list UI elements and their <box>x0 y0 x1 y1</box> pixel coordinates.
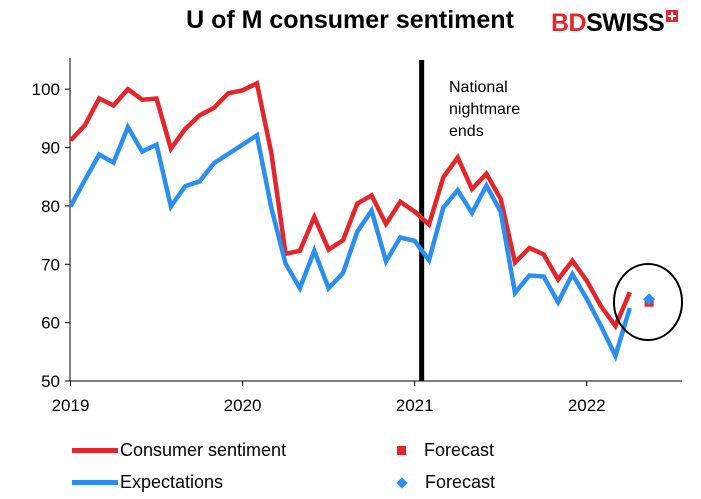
legend-swatch-consumer <box>72 448 118 453</box>
x-tick-label-2020: 2020 <box>224 396 262 415</box>
forecast-expectations-marker <box>643 293 656 306</box>
legend-label-forecast-expectations: Forecast <box>425 472 496 492</box>
highlight-circle <box>613 263 683 341</box>
swiss-cross-icon <box>666 10 679 22</box>
legend-item-consumer: Consumer sentiment <box>72 440 286 461</box>
legend-item-forecast-expectations: Forecast <box>396 472 496 493</box>
y-tick-label-80: 80 <box>41 197 60 216</box>
y-tick-label-70: 70 <box>41 255 60 274</box>
expectations-line <box>68 122 632 363</box>
legend-swatch-forecast-diamond <box>396 476 408 489</box>
annotation-text-3: ends <box>449 123 484 140</box>
bdswiss-logo: BD SWISS <box>551 8 679 38</box>
annotation-text-2: nightmare <box>449 101 520 118</box>
y-tick-label-60: 60 <box>41 314 60 333</box>
x-tick-label-2022: 2022 <box>568 396 606 415</box>
legend-label-forecast-consumer: Forecast <box>424 440 495 460</box>
logo-text-swiss: SWISS <box>586 8 665 37</box>
chart-title: U of M consumer sentiment <box>186 6 514 34</box>
legend-item-forecast-consumer: Forecast <box>397 440 494 461</box>
y-tick-label-90: 90 <box>41 139 60 158</box>
legend-swatch-forecast-square <box>397 446 406 455</box>
y-tick-label-50: 50 <box>41 372 60 391</box>
consumer-sentiment-line <box>68 80 632 331</box>
x-tick-label-2019: 2019 <box>52 396 90 415</box>
x-tick-label-2021: 2021 <box>396 396 434 415</box>
legend-item-expectations: Expectations <box>72 472 223 493</box>
legend-label-consumer: Consumer sentiment <box>120 440 287 460</box>
y-tick-label-100: 100 <box>32 80 60 99</box>
legend-label-expectations: Expectations <box>120 472 224 492</box>
annotation-text-1: National <box>449 79 508 96</box>
legend-swatch-expectations <box>72 480 118 485</box>
logo-text-bd: BD <box>551 8 587 37</box>
